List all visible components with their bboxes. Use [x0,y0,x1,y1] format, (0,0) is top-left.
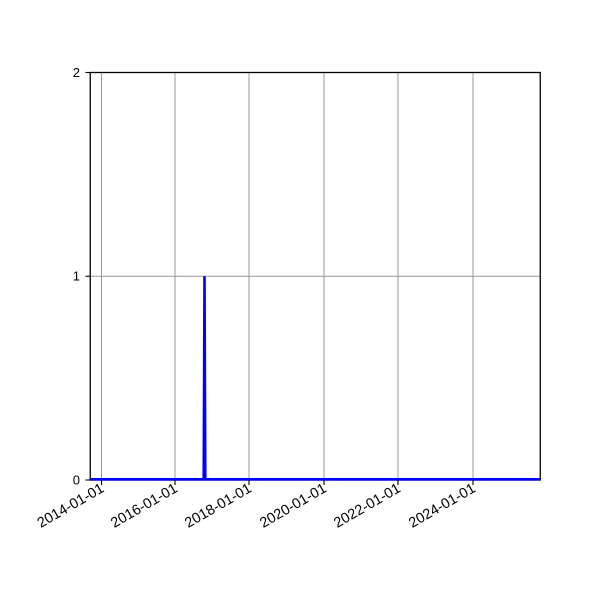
svg-text:2: 2 [73,65,80,80]
svg-text:2024-01-01: 2024-01-01 [406,481,478,532]
svg-text:0: 0 [73,473,80,488]
svg-text:2020-01-01: 2020-01-01 [257,481,329,532]
svg-text:2018-01-01: 2018-01-01 [182,481,254,532]
svg-text:2022-01-01: 2022-01-01 [331,481,403,532]
svg-text:1: 1 [73,269,80,284]
svg-text:2016-01-01: 2016-01-01 [108,481,180,532]
svg-text:2014-01-01: 2014-01-01 [35,481,107,532]
